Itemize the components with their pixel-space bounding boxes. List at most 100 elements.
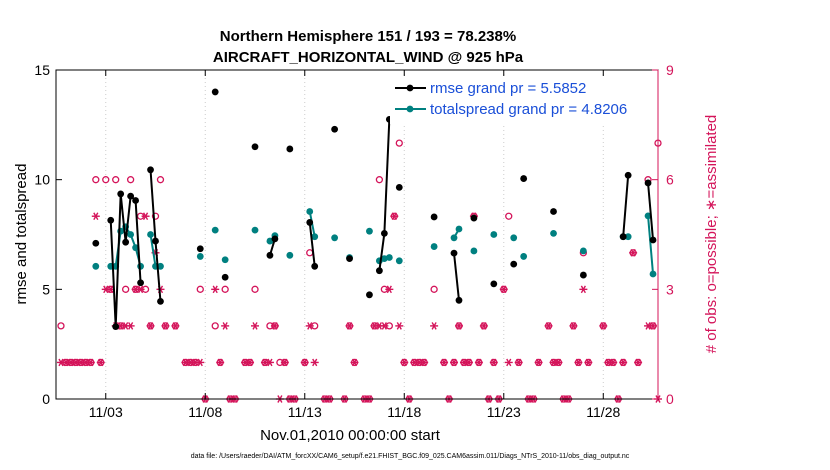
totalspread-point [127, 231, 135, 238]
y-tick-label: 15 [34, 62, 50, 78]
obs-assimilated-point [146, 322, 155, 330]
obs-assimilated-point [649, 322, 658, 330]
obs-possible-point [375, 176, 384, 184]
obs-assimilated-point [474, 358, 483, 367]
totalspread-point [221, 256, 229, 264]
obs-assimilated-point [634, 358, 643, 367]
rmse-point [211, 88, 219, 96]
obs-assimilated-point [464, 358, 473, 367]
totalspread-point [520, 253, 528, 260]
x-tick-label: 11/18 [387, 404, 421, 420]
obs-assimilated-point [395, 322, 404, 330]
obs-possible-point [505, 212, 513, 220]
obs-possible-point [156, 176, 165, 184]
rmse-point [331, 125, 339, 133]
axes: 11/03 11/08 11/13 11/18 11/23 11/28 0 5 10 15 0 3 6 9 [34, 62, 674, 420]
rmse-point [127, 192, 135, 200]
obs-possible-point [151, 212, 160, 220]
rmse-point [450, 249, 458, 257]
rmse-point [366, 291, 373, 299]
rmse-point [624, 171, 632, 179]
y-right-tick-label: 3 [666, 281, 674, 297]
obs-assimilated-point [345, 322, 354, 330]
obs-assimilated-point [126, 322, 135, 330]
rmse-point [221, 273, 229, 281]
y-right-tick-label: 6 [666, 172, 674, 188]
obs-assimilated-point [91, 212, 100, 221]
rmse-line [378, 119, 391, 271]
obs-assimilated-point [544, 322, 553, 330]
obs-assimilated-point [251, 322, 260, 330]
totalspread-point [211, 226, 219, 234]
rmse-point [455, 296, 463, 304]
y-axis-label: rmse and totalspread [13, 164, 30, 305]
obs-assimilated-point [86, 358, 95, 367]
totalspread-point [395, 257, 403, 265]
rmse-point [380, 230, 388, 237]
rmse-point [107, 216, 115, 224]
totalspread-point [455, 225, 463, 233]
totalspread-point [92, 262, 100, 270]
obs-assimilated-point [211, 285, 220, 294]
obs-assimilated-point [450, 358, 459, 367]
totalspread-point [649, 270, 657, 278]
rmse-point [152, 237, 159, 245]
rmse-point [196, 245, 204, 253]
obs-possible-point [122, 285, 130, 293]
rmse-point [311, 262, 319, 270]
legend-totalspread-label: totalspread grand pr = 4.8206 [430, 101, 627, 118]
obs-assimilated-point [400, 358, 409, 367]
totalspread-point [430, 243, 438, 250]
y-tick-label: 0 [42, 391, 50, 407]
rmse-point [470, 214, 478, 222]
totalspread-point [132, 244, 140, 252]
totalspread-point [579, 247, 587, 255]
obs-possible-point [395, 139, 403, 147]
obs-assimilated-point [430, 322, 439, 330]
rmse-point [395, 183, 403, 191]
obs-assimilated-point [196, 358, 205, 367]
totalspread-point [147, 231, 154, 238]
obs-possible-point [126, 176, 135, 184]
totalspread-point [286, 251, 294, 259]
obs-assimilated-point [599, 322, 608, 330]
obs-assimilated-point [504, 358, 513, 367]
grid [105, 70, 604, 399]
rmse-line [109, 193, 142, 327]
obs-possible-point [57, 322, 65, 330]
x-tick-label: 11/28 [586, 404, 620, 420]
obs-assimilated-point [171, 322, 180, 330]
totalspread-point [470, 247, 478, 255]
rmse-line [647, 182, 655, 241]
obs-assimilated-point [216, 358, 225, 367]
totalspread-point [490, 231, 498, 238]
rmse-point [346, 255, 353, 263]
totalspread-point [311, 233, 319, 241]
x-tick-label: 11/08 [188, 404, 222, 420]
rmse-point [510, 260, 518, 268]
legend: rmse grand pr = 5.5852 totalspread grand… [390, 78, 646, 124]
obs-assimilated-point [534, 358, 543, 367]
obs-possible-point [112, 176, 120, 184]
obs-possible-point [306, 249, 314, 257]
data-file-footer: data file: /Users/raeder/DAI/ATM_forcXX/… [191, 453, 630, 460]
x-tick-label: 11/03 [89, 404, 123, 420]
obs-assimilated-point [136, 285, 145, 294]
obs-possible-point [92, 176, 100, 184]
obs-count-markers [56, 139, 662, 403]
obs-assimilated-point [609, 358, 618, 367]
totalspread-line [647, 215, 655, 275]
rmse-point [430, 213, 438, 221]
y-right-tick-label: 0 [666, 391, 674, 407]
totalspread-series [92, 208, 657, 278]
obs-assimilated-point [499, 285, 508, 294]
obs-possible-point [430, 285, 438, 293]
y-tick-label: 5 [42, 281, 50, 297]
x-tick-label: 11/23 [487, 404, 521, 420]
rmse-point [122, 238, 130, 246]
rmse-point [375, 267, 383, 275]
legend-totalspread-marker [406, 105, 414, 113]
totalspread-point [624, 233, 632, 241]
obs-assimilated-point [300, 358, 309, 367]
obs-assimilated-point [489, 358, 498, 367]
